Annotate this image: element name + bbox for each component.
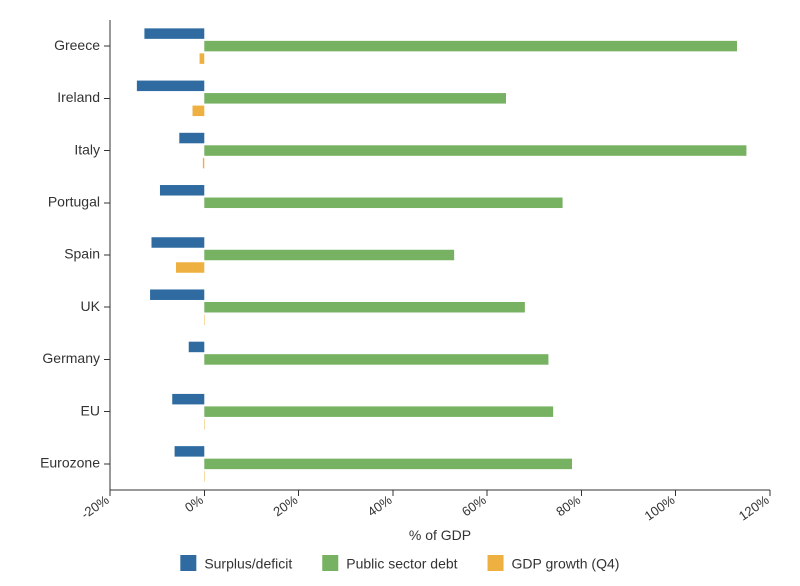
bar-public_debt <box>204 250 454 261</box>
bar-gdp_growth_q4 <box>203 158 204 169</box>
bar-surplus_deficit <box>189 342 205 353</box>
chart-svg: Greece Ireland Italy Portugal Spain UK Germany… <box>0 0 800 586</box>
bar-public_debt <box>204 459 572 470</box>
bar-public_debt <box>204 354 548 365</box>
bar-public_debt <box>204 93 506 104</box>
category-label: Italy <box>74 141 100 157</box>
legend-label: Surplus/deficit <box>204 556 292 572</box>
category-label: Portugal <box>48 193 100 209</box>
legend-swatch <box>322 555 338 571</box>
bar-surplus_deficit <box>137 81 204 92</box>
legend-swatch <box>488 555 504 571</box>
category-label: UK <box>81 298 101 314</box>
category-label: Germany <box>42 350 100 366</box>
category-label: Eurozone <box>40 455 100 471</box>
bar-surplus_deficit <box>160 185 204 196</box>
bar-public_debt <box>204 41 737 52</box>
category-label: Greece <box>54 37 100 53</box>
bar-surplus_deficit <box>151 237 204 248</box>
legend-label: Public sector debt <box>346 556 457 572</box>
bar-surplus_deficit <box>172 394 204 405</box>
category-label: Ireland <box>57 89 100 105</box>
legend-label: GDP growth (Q4) <box>512 556 620 572</box>
bar-gdp_growth_q4 <box>193 106 205 117</box>
bar-surplus_deficit <box>175 446 205 457</box>
legend-swatch <box>180 555 196 571</box>
bar-surplus_deficit <box>144 28 204 39</box>
bar-gdp_growth_q4 <box>176 262 204 273</box>
bar-surplus_deficit <box>150 289 204 300</box>
bar-public_debt <box>204 145 746 156</box>
chart-bg <box>0 0 800 586</box>
bar-surplus_deficit <box>179 133 204 144</box>
category-label: EU <box>81 402 100 418</box>
bar-public_debt <box>204 406 553 417</box>
x-axis-label: % of GDP <box>409 527 471 543</box>
gdp-chart: Greece Ireland Italy Portugal Spain UK Germany… <box>0 0 800 586</box>
bar-gdp_growth_q4 <box>200 53 205 64</box>
bar-public_debt <box>204 302 525 313</box>
bar-public_debt <box>204 198 562 209</box>
category-label: Spain <box>64 246 100 262</box>
